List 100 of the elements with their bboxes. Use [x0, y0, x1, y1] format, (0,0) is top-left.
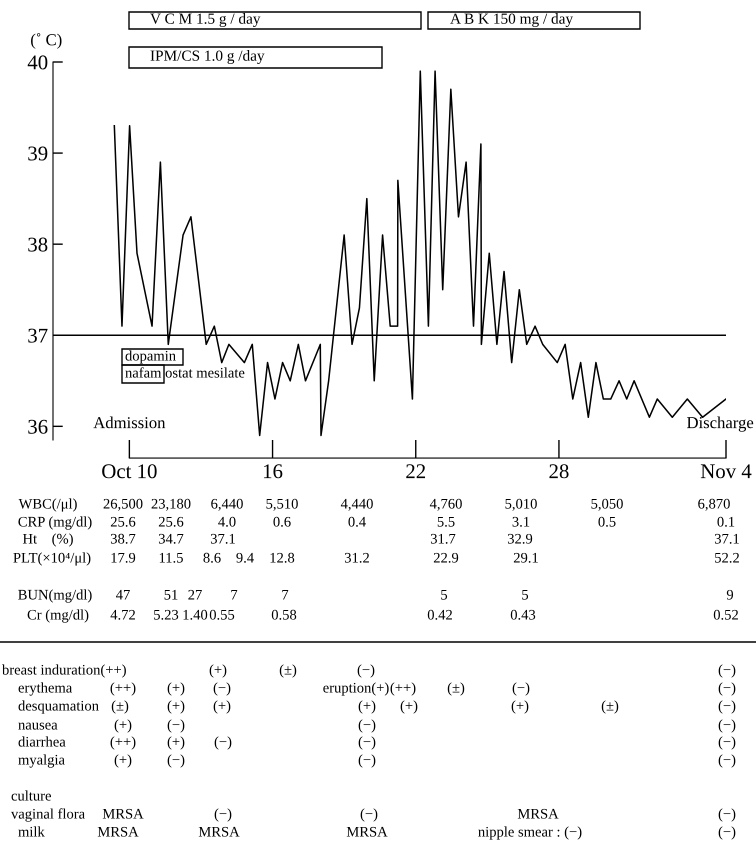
- text: (++): [390, 682, 416, 696]
- y-tick-label: 36: [28, 420, 48, 434]
- text: 3.1: [512, 516, 530, 527]
- text: 9: [726, 590, 734, 600]
- text: (−): [718, 736, 736, 750]
- text: 4,440: [340, 498, 373, 511]
- text: 6,870: [698, 498, 730, 511]
- text: (−): [718, 808, 736, 822]
- text: 0.42: [428, 610, 452, 620]
- text: 0.5: [598, 516, 616, 527]
- text: 0.4: [348, 516, 366, 527]
- text: (−): [168, 754, 184, 768]
- text: (++): [110, 736, 136, 750]
- text: (−): [358, 736, 376, 750]
- text: 38.7: [110, 534, 136, 544]
- text: MRSA: [102, 808, 144, 819]
- text: (++): [110, 682, 136, 696]
- text: 9.4: [236, 552, 254, 563]
- text: (−): [358, 664, 374, 678]
- text: (−): [358, 754, 376, 768]
- text: vaginal flora: [11, 808, 85, 822]
- annotation: Admission: [93, 416, 166, 428]
- text: MRSA: [198, 826, 240, 837]
- text: 7: [231, 590, 238, 600]
- text: (+): [168, 736, 184, 750]
- text: (−): [358, 719, 376, 733]
- text: nipple smear : (−): [478, 826, 582, 840]
- text: 52.2: [715, 552, 739, 563]
- text: 25.6: [158, 516, 184, 527]
- text: 34.7: [158, 534, 184, 544]
- text: PLT(×10⁴/μl): [13, 552, 90, 566]
- text: culture: [12, 790, 51, 801]
- text: 37.1: [714, 534, 739, 544]
- text: (±): [448, 682, 464, 696]
- text: (−): [718, 664, 736, 678]
- text: 31.2: [344, 552, 369, 563]
- text: erythema: [18, 682, 72, 696]
- text: (−): [168, 719, 184, 733]
- text: 5,510: [266, 498, 298, 511]
- text: 7: [282, 590, 288, 600]
- text: 5,050: [591, 498, 623, 511]
- text: CRP (mg/dl): [18, 516, 92, 530]
- annotation: nafam ostat mesilate: [125, 367, 244, 378]
- text: (+): [512, 700, 528, 714]
- text: (+): [168, 700, 184, 714]
- text: diarrhea: [18, 736, 66, 747]
- text: 26,500: [104, 498, 142, 511]
- text: 12.8: [270, 552, 294, 563]
- x-tick-label: Oct 10: [102, 464, 157, 478]
- text: 6,440: [211, 498, 243, 511]
- text: 37.1: [210, 534, 235, 544]
- text: (+): [114, 719, 132, 733]
- text: 29.1: [514, 552, 538, 563]
- y-axis-title: (˚ C): [31, 33, 62, 49]
- text: (−): [214, 808, 232, 822]
- text: Cr (mg/dl): [28, 609, 88, 623]
- text: (±): [602, 700, 618, 714]
- text: 51: [164, 590, 178, 600]
- text: 5,010: [505, 498, 537, 511]
- text: (−): [718, 826, 736, 840]
- text: (+): [214, 700, 230, 714]
- text: BUN(mg/dl): [18, 589, 92, 603]
- y-tick-label: 37: [28, 328, 48, 343]
- annotation: Discharge: [686, 416, 754, 432]
- text: eruption(+): [323, 682, 389, 696]
- text: breast induration(++): [2, 664, 126, 678]
- text: 4.0: [218, 516, 236, 527]
- text: 0.43: [510, 610, 536, 620]
- text: MRSA: [518, 808, 559, 819]
- text: 5.23: [154, 610, 178, 620]
- annotation: dopamin: [126, 350, 176, 364]
- text: Ht (%): [22, 533, 73, 547]
- text: (±): [280, 664, 296, 678]
- text: 1.40: [184, 610, 208, 620]
- text: (−): [512, 682, 530, 696]
- text: desquamation: [18, 700, 99, 714]
- text: 47: [116, 590, 130, 600]
- text: 8.6: [203, 552, 221, 563]
- text: MRSA: [346, 826, 388, 837]
- text: 11.5: [160, 552, 183, 563]
- x-tick-label: 16: [264, 464, 282, 478]
- text: (−): [718, 719, 736, 733]
- text: V C M 1.5 g / day: [150, 13, 260, 27]
- text: (+): [210, 664, 226, 678]
- text: 0.52: [714, 610, 738, 620]
- annotation: IPM/CS 1.0 g /day: [150, 50, 265, 64]
- text: 23,180: [152, 498, 190, 511]
- y-tick-label: 38: [28, 238, 48, 252]
- text: 0.1: [717, 516, 734, 527]
- text: nausea: [18, 722, 58, 730]
- y-tick-label: 39: [28, 146, 48, 161]
- text: (−): [718, 754, 736, 768]
- text: myalgia: [18, 754, 65, 768]
- x-tick-label: Nov 4: [700, 464, 752, 478]
- text: 22.9: [434, 552, 458, 563]
- text: (+): [400, 700, 418, 714]
- text: WBC(/μl): [18, 498, 77, 512]
- text: (+): [168, 682, 184, 696]
- text: 5: [522, 590, 528, 600]
- text: milk: [18, 826, 45, 837]
